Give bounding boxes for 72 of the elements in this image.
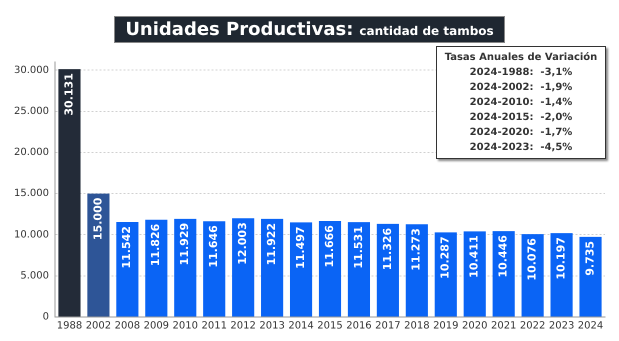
data-label: 10.411 bbox=[468, 235, 481, 278]
x-tick-label: 2010 bbox=[172, 320, 198, 332]
bar bbox=[87, 194, 110, 316]
annotation: 2024-2002: -1,9% bbox=[468, 81, 574, 95]
bar bbox=[203, 221, 226, 316]
data-label: 11.922 bbox=[264, 222, 278, 266]
data-label: 15.000 bbox=[91, 197, 104, 240]
data-label: 10.076 bbox=[525, 238, 538, 281]
bar bbox=[116, 222, 138, 316]
chart-title: Unidades Productivas: bbox=[125, 19, 354, 40]
data-label: 11.273 bbox=[410, 228, 423, 271]
bar bbox=[348, 222, 370, 316]
y-tick-label: 15.000 bbox=[14, 188, 49, 200]
bar bbox=[376, 224, 399, 316]
y-tick-label: 10.000 bbox=[14, 229, 49, 240]
data-label: 30.131 bbox=[62, 73, 76, 116]
x-tick-label: 2011 bbox=[201, 320, 227, 332]
annotation: Tasas Anuales de Variación bbox=[444, 51, 598, 65]
data-label: 11.666 bbox=[322, 224, 336, 268]
bar bbox=[318, 221, 342, 316]
x-tick-label: 2021 bbox=[490, 320, 516, 332]
data-label: 10.287 bbox=[438, 236, 452, 279]
annotation: 2024-2020: -1,7% bbox=[468, 126, 574, 140]
x-tick-label: 2008 bbox=[114, 320, 140, 332]
x-tick-label: 2013 bbox=[259, 320, 285, 332]
x-tick-label: 2012 bbox=[230, 320, 256, 332]
data-label: 11.497 bbox=[294, 226, 307, 269]
annotation: 2024-2015: -2,0% bbox=[468, 111, 574, 125]
bar bbox=[290, 222, 312, 316]
data-label: 11.826 bbox=[149, 223, 162, 266]
y-tick-label: 5.000 bbox=[20, 270, 49, 282]
data-label: 11.531 bbox=[352, 226, 365, 269]
x-tick-label: 2024 bbox=[578, 320, 604, 332]
bar bbox=[406, 224, 428, 316]
annotation: 2024-2023: -4,5% bbox=[468, 141, 574, 155]
bar bbox=[579, 236, 602, 316]
data-label: 11.326 bbox=[380, 227, 394, 270]
data-label: 12.003 bbox=[236, 222, 250, 265]
bar bbox=[232, 218, 254, 316]
bar bbox=[434, 232, 457, 316]
y-tick-label: 0 bbox=[42, 312, 49, 323]
x-tick-label: 2020 bbox=[462, 320, 488, 332]
bar bbox=[174, 218, 196, 316]
x-tick-label: 2014 bbox=[288, 320, 314, 332]
x-tick-label: 1988 bbox=[56, 320, 82, 332]
x-tick-label: 2015 bbox=[317, 320, 343, 332]
x-tick-label: 2009 bbox=[144, 320, 170, 332]
x-tick-label: 2019 bbox=[433, 320, 459, 332]
x-tick-label: 2022 bbox=[520, 320, 546, 332]
chart-subtitle: cantidad de tambos bbox=[359, 24, 494, 38]
data-label: 10.446 bbox=[496, 234, 510, 278]
x-tick-label: 2002 bbox=[86, 320, 112, 332]
bar bbox=[550, 233, 573, 316]
y-tick-label: 25.000 bbox=[14, 106, 49, 117]
data-label: 10.197 bbox=[554, 237, 568, 280]
data-label: 11.929 bbox=[178, 222, 192, 266]
bar bbox=[492, 231, 515, 316]
y-tick-label: 30.000 bbox=[14, 64, 49, 76]
data-label: 9.735 bbox=[583, 240, 596, 276]
y-tick-label: 20.000 bbox=[14, 147, 49, 158]
bar bbox=[464, 231, 486, 316]
annotation: 2024-1988: -3,1% bbox=[468, 66, 574, 80]
bar bbox=[261, 218, 284, 316]
x-tick-label: 2016 bbox=[346, 320, 372, 332]
data-label: 11.646 bbox=[207, 224, 220, 268]
x-tick-label: 2023 bbox=[548, 320, 574, 332]
bar bbox=[58, 69, 81, 316]
annotation: 2024-2010: -1,4% bbox=[468, 96, 574, 110]
x-tick-label: 2018 bbox=[404, 320, 430, 332]
data-label: 11.542 bbox=[120, 226, 134, 269]
bar bbox=[145, 220, 168, 316]
x-tick-label: 2017 bbox=[375, 320, 401, 332]
